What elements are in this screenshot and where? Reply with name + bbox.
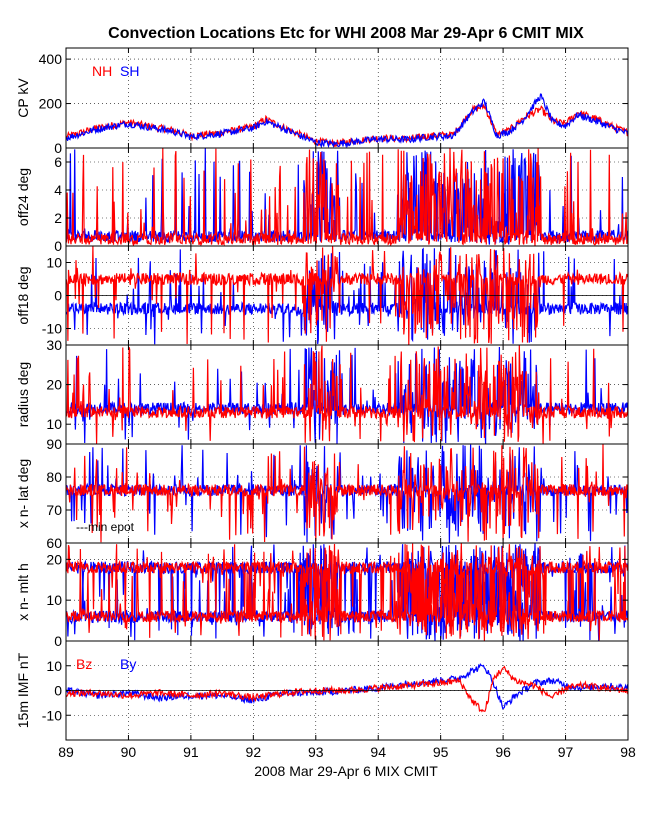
lat-series — [66, 444, 628, 543]
imf-series-by — [66, 663, 628, 710]
panel-off24: 0 2 4 6 off24 deg — [15, 147, 629, 254]
lat-ytick-label: 90 — [46, 436, 62, 452]
x-tick-label: 97 — [558, 744, 574, 760]
cp-legend-sh: SH — [120, 63, 139, 79]
off24-ylabel: off24 deg — [15, 168, 31, 226]
imf-ytick-label: 0 — [54, 683, 62, 699]
off24-ytick-label: 6 — [54, 154, 62, 170]
panel-radius: 10 20 30 radius deg — [15, 337, 629, 445]
lat-ytick-label: 80 — [46, 469, 62, 485]
off18-series — [66, 246, 628, 345]
chart-title: Convection Locations Etc for WHI 2008 Ma… — [108, 25, 584, 42]
mlt-ylabel: x n- mlt h — [15, 563, 31, 621]
mlt-ytick-label: 20 — [46, 551, 62, 567]
cp-legend-nh: NH — [92, 63, 112, 79]
panel-off18: -10 0 10 off18 deg — [15, 245, 629, 346]
panel-imf: -10 0 10 15m IMF nT Bz By — [15, 640, 629, 741]
radius-series-sh — [66, 346, 628, 444]
radius-ytick-label: 20 — [46, 377, 62, 393]
x-tick-label: 89 — [58, 744, 74, 760]
imf-ytick-label: -10 — [42, 707, 62, 723]
off18-ytick-label: -10 — [42, 321, 62, 337]
x-tick-label: 98 — [620, 744, 636, 760]
lat-ytick-label: 60 — [46, 535, 62, 551]
cp-ylabel: CP kV — [15, 78, 31, 118]
x-tick-label: 94 — [370, 744, 386, 760]
x-tick-label: 91 — [183, 744, 199, 760]
off18-ytick-label: 0 — [54, 288, 62, 304]
off18-series-sh — [66, 247, 628, 345]
lat-annotation: ---min epot — [76, 520, 135, 534]
cp-ytick-label: 200 — [39, 96, 63, 112]
off18-ylabel: off18 deg — [15, 266, 31, 324]
off24-series — [66, 148, 628, 246]
x-tick-label: 95 — [433, 744, 449, 760]
off18-series-nh — [66, 246, 628, 345]
imf-legend-bz: Bz — [76, 656, 92, 672]
imf-legend-by: By — [120, 656, 136, 672]
lat-series-nh — [66, 444, 628, 543]
cp-series — [66, 93, 628, 148]
radius-ytick-label: 30 — [46, 337, 62, 353]
x-axis-label: 2008 Mar 29-Apr 6 MIX CMIT — [254, 763, 438, 779]
mlt-series-nh-lower — [66, 543, 628, 641]
lat-ylabel: x n- lat deg — [15, 459, 31, 528]
imf-ylabel: 15m IMF nT — [15, 652, 31, 728]
radius-ylabel: radius deg — [15, 362, 31, 427]
mlt-ytick-label: 0 — [54, 633, 62, 649]
radius-ytick-label: 10 — [46, 416, 62, 432]
imf-ytick-label: 10 — [46, 658, 62, 674]
cp-ytick-label: 400 — [39, 51, 63, 67]
panel-mlt: 0 10 20 x n- mlt h — [15, 542, 629, 649]
x-tick-label: 90 — [121, 744, 137, 760]
panel-cp: 0 200 400 CP kV NH SH — [15, 47, 629, 156]
off24-series-nh — [66, 148, 628, 246]
radius-series — [66, 345, 628, 444]
x-tick-label: 92 — [246, 744, 262, 760]
off24-ytick-label: 2 — [54, 210, 62, 226]
lat-ytick-label: 70 — [46, 502, 62, 518]
cp-series-nh — [66, 102, 628, 147]
off24-ytick-label: 4 — [54, 182, 62, 198]
x-tick-label: 93 — [308, 744, 324, 760]
off24-ytick-label: 0 — [54, 238, 62, 254]
mlt-ytick-label: 10 — [46, 592, 62, 608]
cp-series-sh — [66, 93, 628, 148]
off18-ytick-label: 10 — [46, 255, 62, 271]
lat-series-sh — [66, 444, 628, 543]
mlt-series-nh-upper — [66, 543, 628, 641]
radius-series-nh — [66, 345, 628, 444]
x-tick-label: 96 — [495, 744, 511, 760]
cp-ytick-label: 0 — [54, 140, 62, 156]
x-axis: 89 90 91 92 93 94 95 96 97 98 — [58, 48, 636, 760]
mlt-series — [66, 543, 628, 641]
